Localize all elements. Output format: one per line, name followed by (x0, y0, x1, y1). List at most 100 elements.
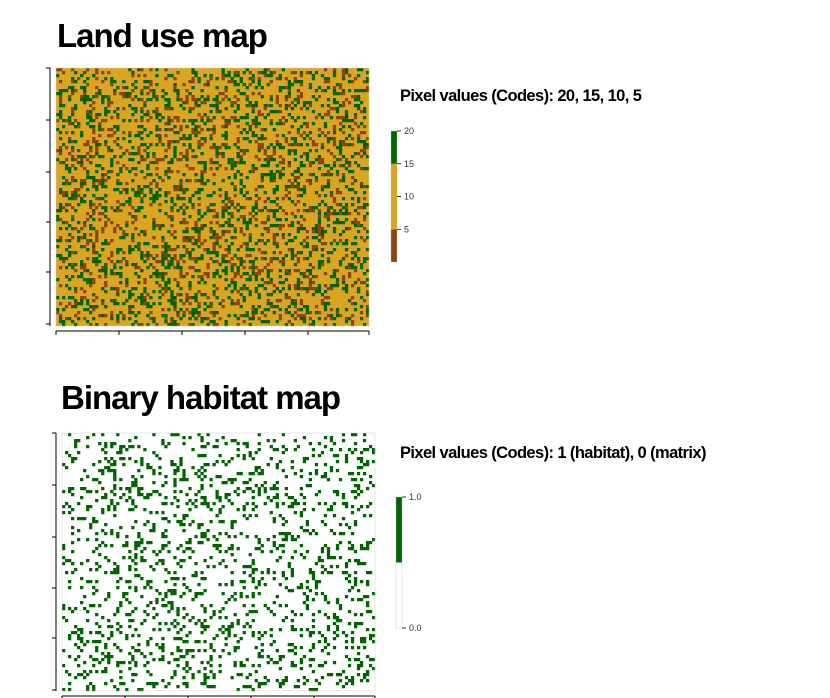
map-pixel (224, 122, 228, 126)
map-pixel (173, 188, 177, 192)
map-pixel (269, 445, 273, 449)
map-pixel (317, 502, 322, 506)
map-pixel (173, 592, 177, 596)
map-pixel (140, 257, 144, 261)
map-pixel (218, 532, 222, 536)
map-pixel (107, 71, 111, 75)
map-pixel (161, 502, 165, 506)
map-pixel (98, 275, 102, 279)
map-pixel (65, 191, 69, 195)
map-pixel (296, 89, 301, 93)
map-pixel (86, 257, 90, 261)
map-pixel (314, 71, 319, 75)
map-pixel (140, 125, 144, 129)
map-pixel (218, 616, 222, 620)
map-pixel (353, 77, 358, 81)
map-pixel (311, 293, 316, 297)
map-pixel (179, 98, 183, 102)
map-pixel (161, 562, 165, 566)
map-pixel (104, 113, 108, 117)
map-pixel (113, 299, 117, 303)
map-pixel (179, 104, 183, 108)
map-pixel (296, 170, 301, 174)
map-pixel (197, 433, 201, 437)
map-pixel (236, 622, 240, 626)
map-pixel (365, 571, 370, 575)
map-pixel (134, 436, 138, 440)
map-pixel (245, 278, 249, 282)
map-pixel (353, 122, 358, 126)
map-pixel (362, 676, 367, 680)
map-pixel (317, 284, 322, 288)
map-pixel (245, 565, 249, 569)
map-pixel (245, 116, 249, 120)
map-pixel (158, 457, 162, 461)
map-pixel (212, 685, 216, 689)
map-pixel (344, 320, 349, 324)
map-pixel (128, 586, 132, 590)
map-pixel (269, 209, 273, 213)
map-pixel (299, 272, 304, 276)
map-pixel (152, 272, 156, 276)
map-pixel (188, 296, 192, 300)
map-pixel (158, 224, 162, 228)
map-pixel (365, 167, 370, 171)
map-pixel (89, 176, 93, 180)
map-pixel (314, 493, 319, 497)
map-pixel (260, 185, 264, 189)
map-pixel (251, 110, 255, 114)
map-pixel (320, 233, 325, 237)
map-pixel (323, 122, 328, 126)
map-pixel (233, 439, 237, 443)
map-pixel (149, 580, 153, 584)
map-pixel (62, 296, 66, 300)
map-pixel (197, 179, 201, 183)
map-pixel (164, 685, 168, 689)
map-pixel (257, 493, 261, 497)
map-pixel (227, 197, 231, 201)
map-pixel (92, 293, 96, 297)
map-pixel (137, 185, 141, 189)
map-pixel (344, 110, 349, 114)
map-pixel (290, 610, 294, 614)
map-pixel (185, 248, 189, 252)
map-pixel (80, 200, 84, 204)
map-pixel (206, 502, 210, 506)
map-pixel (257, 158, 261, 162)
map-pixel (203, 628, 207, 632)
map-pixel (323, 68, 328, 72)
map-pixel (152, 433, 156, 437)
map-pixel (194, 98, 198, 102)
map-pixel (197, 209, 201, 213)
map-pixel (212, 290, 216, 294)
map-pixel (344, 242, 349, 246)
map-pixel (353, 559, 358, 563)
map-pixel (95, 547, 99, 551)
map-pixel (62, 182, 66, 186)
map-pixel (296, 80, 301, 84)
map-pixel (185, 685, 189, 689)
map-pixel (134, 562, 138, 566)
map-pixel (356, 287, 361, 291)
map-pixel (83, 221, 87, 225)
map-pixel (353, 218, 358, 222)
map-pixel (68, 673, 72, 677)
map-pixel (338, 263, 343, 267)
map-pixel (62, 257, 66, 261)
map-pixel (320, 143, 325, 147)
map-pixel (197, 526, 201, 530)
map-pixel (80, 631, 84, 635)
map-pixel (209, 556, 213, 560)
map-pixel (341, 502, 346, 506)
map-pixel (59, 101, 63, 105)
map-pixel (113, 463, 117, 467)
map-pixel (278, 161, 282, 165)
map-pixel (272, 173, 276, 177)
map-pixel (296, 314, 301, 318)
map-pixel (362, 562, 367, 566)
map-pixel (281, 571, 285, 575)
map-pixel (164, 290, 168, 294)
map-pixel (308, 206, 313, 210)
map-pixel (161, 308, 165, 312)
map-pixel (65, 305, 69, 309)
